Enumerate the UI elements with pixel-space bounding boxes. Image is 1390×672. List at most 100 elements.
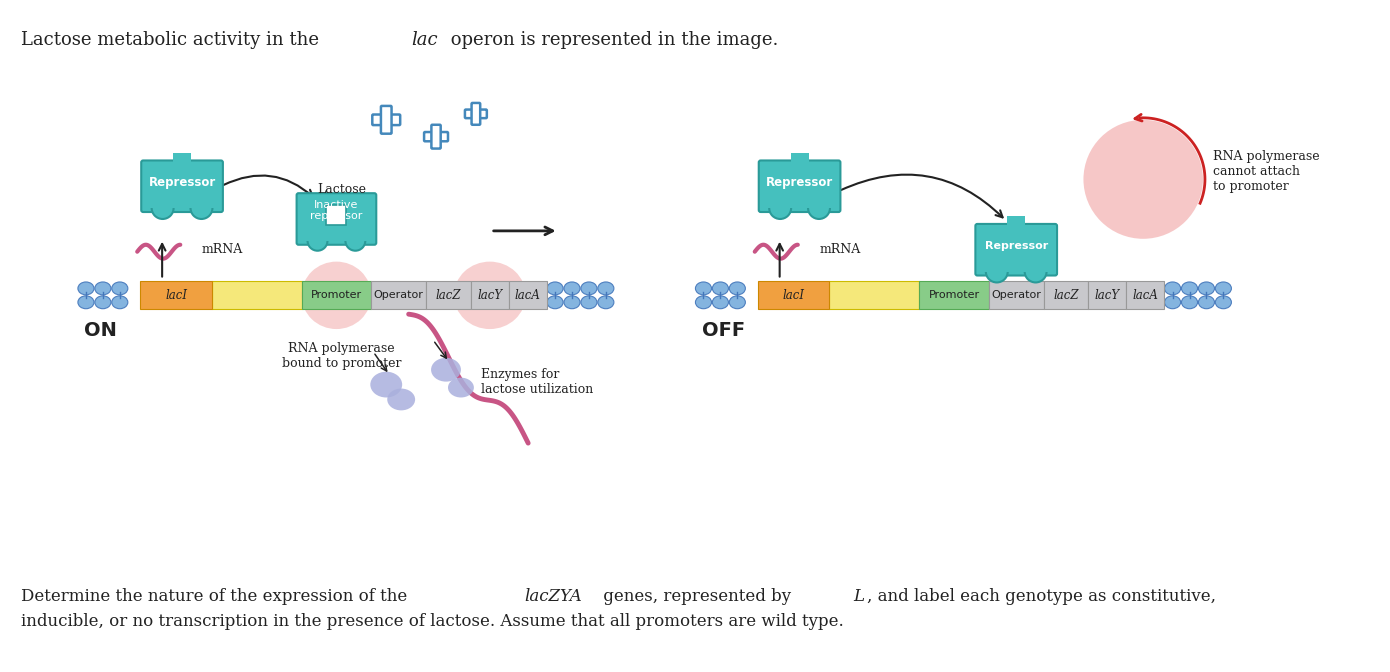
Text: Repressor: Repressor (149, 176, 215, 189)
Ellipse shape (1215, 296, 1232, 308)
Ellipse shape (78, 282, 95, 295)
Ellipse shape (1165, 296, 1180, 308)
Text: , and label each genotype as constitutive,: , and label each genotype as constitutiv… (867, 588, 1216, 605)
Text: genes, represented by: genes, represented by (598, 588, 796, 605)
FancyBboxPatch shape (431, 125, 441, 149)
FancyBboxPatch shape (791, 153, 809, 167)
Text: RNA polymerase
cannot attach
to promoter: RNA polymerase cannot attach to promoter (1213, 150, 1319, 193)
Ellipse shape (78, 296, 95, 308)
FancyBboxPatch shape (300, 215, 373, 241)
Ellipse shape (581, 282, 596, 295)
Text: lacA: lacA (514, 289, 541, 302)
Ellipse shape (111, 282, 128, 295)
Circle shape (808, 197, 830, 219)
Ellipse shape (302, 261, 371, 329)
Ellipse shape (712, 282, 728, 295)
Text: Promoter: Promoter (929, 290, 980, 300)
FancyBboxPatch shape (759, 161, 841, 212)
Text: Operator: Operator (991, 290, 1041, 300)
FancyBboxPatch shape (830, 282, 919, 309)
Circle shape (1024, 261, 1047, 282)
FancyBboxPatch shape (980, 246, 1054, 271)
Ellipse shape (95, 296, 111, 308)
FancyBboxPatch shape (373, 114, 400, 125)
Text: lacZ: lacZ (1054, 289, 1079, 302)
FancyBboxPatch shape (758, 282, 830, 309)
Text: mRNA: mRNA (202, 243, 243, 256)
Circle shape (307, 231, 328, 251)
FancyBboxPatch shape (211, 282, 302, 309)
Ellipse shape (111, 296, 128, 308)
Text: inducible, or no transcription in the presence of lactose. Assume that all promo: inducible, or no transcription in the pr… (21, 613, 844, 630)
Text: lac: lac (411, 30, 438, 48)
Ellipse shape (1182, 282, 1198, 295)
Ellipse shape (370, 372, 402, 397)
FancyBboxPatch shape (1126, 282, 1163, 309)
Ellipse shape (388, 388, 416, 411)
Ellipse shape (1182, 296, 1198, 308)
Ellipse shape (695, 296, 712, 308)
FancyBboxPatch shape (919, 282, 988, 309)
FancyBboxPatch shape (763, 182, 837, 208)
FancyBboxPatch shape (1088, 282, 1126, 309)
Ellipse shape (1198, 282, 1215, 295)
FancyBboxPatch shape (145, 182, 218, 208)
Text: Lactose: Lactose (317, 183, 366, 196)
Circle shape (190, 197, 213, 219)
Text: Enzymes for
lactose utilization: Enzymes for lactose utilization (481, 368, 594, 396)
FancyBboxPatch shape (427, 282, 471, 309)
FancyBboxPatch shape (976, 224, 1056, 276)
Ellipse shape (730, 296, 745, 308)
FancyBboxPatch shape (1008, 216, 1026, 230)
Text: lacY: lacY (477, 289, 502, 302)
FancyBboxPatch shape (302, 282, 371, 309)
FancyBboxPatch shape (174, 153, 190, 167)
Text: Promoter: Promoter (311, 290, 361, 300)
Circle shape (345, 231, 366, 251)
Text: Repressor: Repressor (766, 176, 833, 189)
Text: lacZYA: lacZYA (524, 588, 581, 605)
Ellipse shape (564, 282, 580, 295)
Text: ON: ON (85, 321, 117, 339)
Text: Determine the nature of the expression of the: Determine the nature of the expression o… (21, 588, 413, 605)
FancyBboxPatch shape (371, 282, 427, 309)
Text: lacY: lacY (1095, 289, 1120, 302)
Ellipse shape (448, 378, 474, 397)
Ellipse shape (95, 282, 111, 295)
Ellipse shape (548, 296, 563, 308)
Circle shape (1083, 120, 1202, 239)
Ellipse shape (730, 282, 745, 295)
Text: lacI: lacI (165, 289, 188, 302)
FancyBboxPatch shape (424, 132, 448, 141)
Text: lacI: lacI (783, 289, 805, 302)
Ellipse shape (581, 296, 596, 308)
FancyBboxPatch shape (464, 110, 486, 118)
Text: mRNA: mRNA (820, 243, 860, 256)
FancyBboxPatch shape (381, 106, 392, 134)
Ellipse shape (695, 282, 712, 295)
Text: OFF: OFF (702, 321, 745, 339)
Text: repressor: repressor (310, 211, 363, 221)
Circle shape (986, 261, 1008, 282)
Text: RNA polymerase
bound to promoter: RNA polymerase bound to promoter (282, 342, 402, 370)
FancyBboxPatch shape (142, 161, 222, 212)
Ellipse shape (1165, 282, 1180, 295)
FancyBboxPatch shape (988, 282, 1044, 309)
FancyBboxPatch shape (327, 205, 346, 225)
Ellipse shape (1215, 282, 1232, 295)
Ellipse shape (431, 358, 461, 382)
FancyBboxPatch shape (471, 282, 509, 309)
Ellipse shape (712, 296, 728, 308)
FancyBboxPatch shape (1044, 282, 1088, 309)
Ellipse shape (548, 282, 563, 295)
Text: Lactose metabolic activity in the: Lactose metabolic activity in the (21, 30, 324, 48)
Text: Repressor: Repressor (984, 241, 1048, 251)
FancyBboxPatch shape (509, 282, 546, 309)
Ellipse shape (598, 282, 614, 295)
Text: operon is represented in the image.: operon is represented in the image. (445, 30, 778, 48)
FancyBboxPatch shape (471, 103, 480, 125)
Text: Operator: Operator (374, 290, 424, 300)
Text: lacA: lacA (1133, 289, 1158, 302)
Ellipse shape (598, 296, 614, 308)
Circle shape (769, 197, 791, 219)
